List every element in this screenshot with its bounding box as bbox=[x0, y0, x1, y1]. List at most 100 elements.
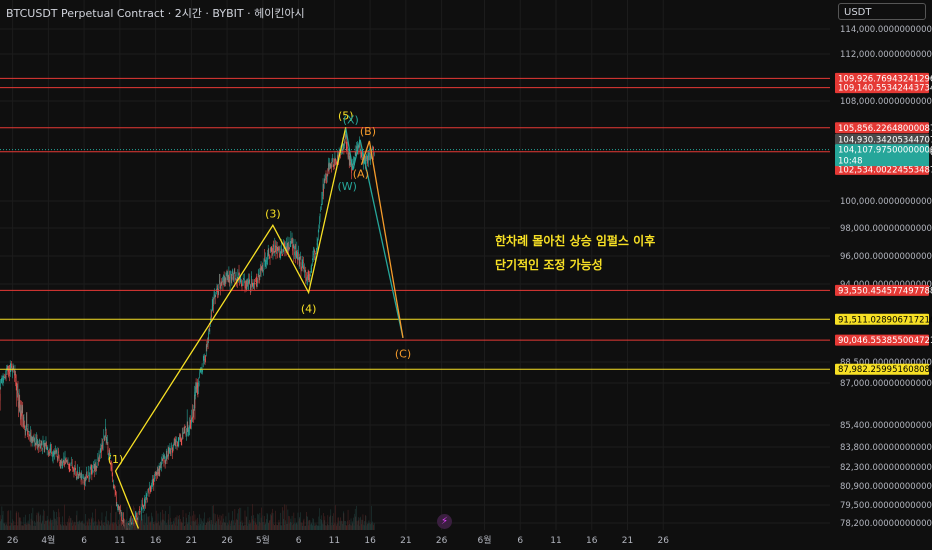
candle-body bbox=[334, 165, 335, 166]
volume-bar bbox=[241, 525, 242, 530]
candle-body bbox=[154, 472, 156, 475]
candle-body bbox=[55, 450, 57, 453]
volume-bar bbox=[231, 519, 233, 530]
volume-bar bbox=[152, 521, 154, 530]
volume-bar bbox=[48, 519, 49, 530]
candle-body bbox=[90, 467, 92, 469]
correction-label: (W) bbox=[337, 180, 356, 193]
candle-body bbox=[263, 270, 264, 272]
candle-body bbox=[228, 273, 230, 278]
volume-bar bbox=[210, 519, 212, 530]
volume-bar bbox=[30, 525, 31, 530]
volume-bar bbox=[253, 520, 255, 530]
volume-bar bbox=[115, 512, 116, 530]
candle-body bbox=[233, 276, 234, 278]
candle-body bbox=[162, 458, 164, 461]
candle-body bbox=[317, 238, 318, 243]
price-tick-label: 108,000.0000000000000000 bbox=[840, 97, 932, 107]
candle-body bbox=[351, 166, 352, 173]
candle-body bbox=[320, 206, 322, 208]
candle-body bbox=[314, 256, 315, 258]
candle-body bbox=[310, 267, 312, 271]
volume-bar bbox=[273, 525, 275, 530]
volume-bar bbox=[90, 517, 92, 530]
volume-bar bbox=[180, 518, 181, 530]
candle-body bbox=[57, 451, 59, 456]
volume-bar bbox=[276, 525, 278, 530]
candle-body bbox=[55, 451, 56, 453]
correction-label: (C) bbox=[395, 348, 411, 361]
volume-bar bbox=[279, 525, 281, 530]
volume-bar bbox=[28, 514, 30, 530]
volume-bar bbox=[171, 524, 172, 530]
candle-body bbox=[345, 139, 347, 145]
candle-body bbox=[319, 213, 321, 217]
candle-body bbox=[300, 257, 301, 259]
volume-bar bbox=[222, 522, 223, 530]
volume-bar bbox=[196, 525, 198, 530]
candle-body bbox=[319, 221, 320, 225]
volume-bar bbox=[155, 510, 157, 530]
candle-body bbox=[277, 252, 279, 255]
candle-body bbox=[267, 253, 268, 258]
volume-bar bbox=[158, 521, 159, 530]
volume-bar bbox=[37, 521, 38, 530]
candle-body bbox=[235, 272, 237, 277]
volume-bar bbox=[3, 523, 4, 530]
candle-body bbox=[132, 523, 134, 524]
candle-body bbox=[36, 437, 37, 440]
candle-body bbox=[34, 443, 36, 447]
candle-body bbox=[183, 432, 184, 434]
volume-bar bbox=[197, 525, 199, 530]
volume-bar bbox=[316, 524, 318, 530]
volume-bar bbox=[164, 524, 166, 530]
candle-body bbox=[363, 161, 365, 163]
candle-body bbox=[114, 490, 116, 492]
volume-bar bbox=[84, 523, 85, 530]
volume-bar bbox=[142, 514, 144, 530]
volume-bar bbox=[311, 522, 313, 530]
candle-body bbox=[240, 278, 242, 279]
extra-price-tag-bg bbox=[835, 133, 929, 145]
volume-bar bbox=[128, 525, 130, 530]
candle-body bbox=[345, 135, 346, 139]
candle-body bbox=[84, 481, 85, 484]
volume-bar bbox=[26, 523, 28, 530]
time-tick-label: 16 bbox=[150, 536, 162, 546]
volume-bar bbox=[264, 516, 265, 530]
volume-bar bbox=[370, 505, 372, 530]
volume-bar bbox=[95, 508, 96, 530]
volume-bar bbox=[76, 510, 78, 530]
volume-bar bbox=[36, 515, 37, 530]
alert-icon[interactable]: ⚡ bbox=[437, 514, 452, 529]
price-tick-label: 82,300.0000000000000000 bbox=[840, 463, 932, 473]
candle-body bbox=[20, 412, 21, 421]
level-price-tag: 109,926.7694324129628160 bbox=[838, 74, 932, 84]
volume-bar bbox=[177, 519, 179, 530]
volume-bar bbox=[12, 519, 13, 530]
currency-selector[interactable]: USDT bbox=[838, 3, 926, 20]
volume-bar bbox=[270, 515, 272, 530]
candle-body bbox=[48, 450, 49, 454]
volume-bar bbox=[281, 525, 282, 530]
volume-bar bbox=[318, 516, 320, 530]
volume-bar bbox=[259, 512, 261, 530]
candle-body bbox=[357, 143, 358, 150]
candle-body bbox=[117, 505, 119, 508]
candle-body bbox=[149, 487, 150, 490]
candle-body bbox=[113, 485, 115, 488]
volume-bar bbox=[258, 514, 259, 530]
volume-bar bbox=[12, 525, 14, 530]
candle-body bbox=[279, 253, 280, 258]
candle-body bbox=[356, 146, 357, 149]
volume-bar bbox=[199, 514, 200, 530]
volume-bar bbox=[29, 524, 31, 530]
volume-bar bbox=[357, 524, 358, 530]
volume-bar bbox=[291, 515, 293, 530]
volume-bar bbox=[354, 508, 356, 530]
volume-bar bbox=[209, 517, 211, 530]
candle-body bbox=[100, 446, 102, 451]
volume-bar bbox=[251, 515, 252, 530]
candle-body bbox=[247, 283, 248, 285]
